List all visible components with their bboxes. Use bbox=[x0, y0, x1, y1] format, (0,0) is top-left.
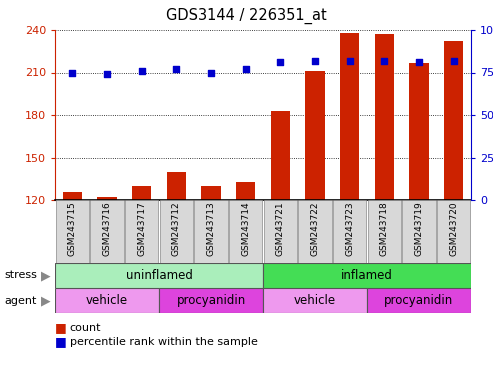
Point bbox=[242, 66, 249, 72]
Bar bbox=[263, 288, 367, 313]
Bar bbox=[298, 200, 332, 263]
Text: GSM243722: GSM243722 bbox=[311, 201, 319, 256]
Bar bbox=[340, 33, 359, 200]
Bar bbox=[160, 200, 193, 263]
Text: ■: ■ bbox=[55, 321, 67, 334]
Bar bbox=[167, 172, 186, 200]
Point bbox=[69, 70, 76, 76]
Bar bbox=[444, 41, 463, 200]
Text: inflamed: inflamed bbox=[341, 269, 393, 282]
Text: GSM243718: GSM243718 bbox=[380, 201, 389, 256]
Bar bbox=[194, 200, 228, 263]
Bar bbox=[367, 288, 471, 313]
Bar bbox=[132, 186, 151, 200]
Bar bbox=[55, 288, 159, 313]
Text: stress: stress bbox=[4, 270, 37, 280]
Bar bbox=[98, 197, 116, 200]
Bar bbox=[437, 200, 470, 263]
Point bbox=[207, 70, 215, 76]
Text: agent: agent bbox=[4, 296, 36, 306]
Bar bbox=[55, 263, 263, 288]
Bar bbox=[202, 186, 220, 200]
Bar bbox=[306, 71, 324, 200]
Text: percentile rank within the sample: percentile rank within the sample bbox=[70, 337, 258, 347]
Text: ▶: ▶ bbox=[41, 294, 51, 307]
Point bbox=[346, 58, 353, 64]
Text: GSM243721: GSM243721 bbox=[276, 201, 285, 256]
Bar bbox=[333, 200, 366, 263]
Bar bbox=[159, 288, 263, 313]
Text: GDS3144 / 226351_at: GDS3144 / 226351_at bbox=[166, 8, 327, 24]
Text: GSM243720: GSM243720 bbox=[449, 201, 458, 256]
Point bbox=[415, 59, 423, 65]
Text: uninflamed: uninflamed bbox=[126, 269, 192, 282]
Text: GSM243723: GSM243723 bbox=[345, 201, 354, 256]
Text: GSM243717: GSM243717 bbox=[137, 201, 146, 256]
Point bbox=[103, 71, 111, 77]
Bar bbox=[402, 200, 436, 263]
Point bbox=[381, 58, 388, 64]
Bar bbox=[263, 263, 471, 288]
Text: vehicle: vehicle bbox=[294, 294, 336, 307]
Text: procyanidin: procyanidin bbox=[176, 294, 246, 307]
Text: ▶: ▶ bbox=[41, 269, 51, 282]
Point bbox=[277, 59, 284, 65]
Bar bbox=[125, 200, 158, 263]
Text: ■: ■ bbox=[55, 336, 67, 349]
Bar bbox=[375, 34, 394, 200]
Point bbox=[450, 58, 458, 64]
Bar bbox=[56, 200, 89, 263]
Text: GSM243712: GSM243712 bbox=[172, 201, 181, 256]
Bar bbox=[63, 192, 82, 200]
Bar bbox=[229, 200, 262, 263]
Bar bbox=[236, 182, 255, 200]
Bar bbox=[271, 111, 290, 200]
Text: GSM243719: GSM243719 bbox=[415, 201, 423, 256]
Text: GSM243715: GSM243715 bbox=[68, 201, 77, 256]
Text: GSM243713: GSM243713 bbox=[207, 201, 215, 256]
Text: GSM243714: GSM243714 bbox=[241, 201, 250, 256]
Bar bbox=[90, 200, 124, 263]
Bar bbox=[368, 200, 401, 263]
Bar bbox=[264, 200, 297, 263]
Point bbox=[138, 68, 145, 74]
Point bbox=[311, 58, 319, 64]
Bar bbox=[410, 63, 428, 200]
Text: count: count bbox=[70, 323, 101, 333]
Text: vehicle: vehicle bbox=[86, 294, 128, 307]
Point bbox=[173, 66, 180, 72]
Text: procyanidin: procyanidin bbox=[385, 294, 454, 307]
Text: GSM243716: GSM243716 bbox=[103, 201, 111, 256]
